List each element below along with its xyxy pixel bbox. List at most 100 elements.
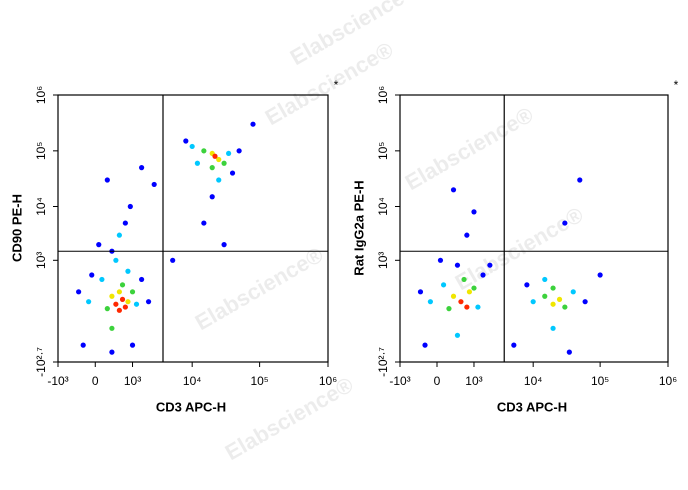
event-point (550, 325, 556, 331)
event-point (556, 296, 563, 302)
event-point (145, 299, 152, 305)
y-tick-label: 10⁵ (376, 142, 390, 160)
event-point (125, 299, 131, 305)
event-point (582, 299, 588, 305)
y-tick-label: 10⁶ (376, 86, 390, 104)
y-tick-label: 10⁵ (34, 142, 48, 160)
event-point (466, 289, 473, 295)
event-point (89, 272, 95, 278)
event-point (542, 293, 548, 299)
x-tick-label: -10³ (389, 374, 410, 388)
event-point (139, 165, 145, 171)
event-point (99, 276, 105, 283)
y-tick-label: 10³ (376, 252, 390, 269)
event-point (221, 160, 227, 166)
event-point (454, 262, 461, 268)
event-point (151, 181, 157, 188)
x-tick-label: 10⁴ (524, 374, 543, 388)
event-point (216, 156, 222, 163)
event-point (446, 306, 452, 312)
event-point (116, 307, 122, 313)
event-point (562, 220, 568, 226)
event-point (440, 282, 447, 288)
event-point (189, 143, 195, 150)
event-point (471, 285, 477, 291)
event-point (119, 282, 126, 288)
event-point (116, 232, 122, 238)
event-point (133, 301, 140, 307)
y-tick-label: 10³ (34, 252, 48, 269)
event-point (530, 299, 536, 305)
y-tick-label: 10⁴ (34, 197, 48, 216)
event-point (570, 289, 576, 295)
y-tick-label: -10²·⁷ (34, 347, 48, 377)
event-point (597, 272, 603, 278)
event-point (450, 187, 457, 193)
event-point (487, 262, 493, 268)
event-point (86, 299, 92, 305)
event-point (170, 257, 176, 263)
event-point (209, 165, 215, 171)
x-tick-label: -10³ (47, 374, 68, 388)
event-point (550, 301, 556, 307)
event-point (183, 138, 189, 144)
x-tick-label: 10⁴ (183, 374, 202, 388)
x-tick-label: 0 (434, 374, 441, 388)
event-point (427, 299, 433, 305)
x-tick-label: 10⁶ (659, 374, 677, 388)
event-point (119, 296, 126, 302)
event-point (109, 349, 115, 355)
x-tick-label: 10⁵ (250, 374, 268, 388)
event-point (122, 220, 128, 226)
event-point (212, 153, 218, 159)
event-point (464, 304, 470, 310)
event-point (216, 177, 222, 183)
x-tick-label: 10³ (465, 374, 482, 388)
event-point (109, 293, 115, 299)
plot-frame (399, 94, 669, 363)
event-point (113, 301, 119, 307)
event-point (464, 232, 470, 238)
event-point (461, 276, 467, 283)
event-point (113, 257, 119, 263)
event-point (116, 289, 122, 295)
event-point (201, 220, 207, 226)
y-axis-label: Rat IgG2a PE-H (351, 180, 366, 275)
event-point (127, 203, 133, 210)
event-point (422, 342, 428, 348)
event-point (550, 285, 556, 291)
x-tick-label: 10³ (124, 374, 141, 388)
x-axis-label: CD3 APC-H (497, 399, 567, 414)
y-tick-label: 10⁶ (34, 86, 48, 104)
event-point (417, 289, 424, 295)
event-point (125, 268, 131, 274)
event-point (221, 242, 227, 248)
event-point (122, 304, 128, 310)
plot-frame (57, 94, 329, 363)
event-point (250, 121, 256, 127)
event-point (229, 170, 236, 176)
event-point (475, 304, 481, 310)
event-point (129, 342, 136, 348)
event-point (480, 272, 486, 278)
annotation: * (674, 78, 679, 92)
event-point (524, 282, 530, 288)
event-point (562, 304, 568, 310)
event-point (458, 299, 464, 305)
x-tick-label: 10⁶ (319, 374, 337, 388)
event-point (566, 349, 572, 355)
event-point (236, 148, 242, 154)
event-point (96, 242, 102, 248)
event-point (226, 150, 232, 157)
y-tick-label: 10⁴ (376, 197, 390, 216)
event-point (454, 332, 461, 338)
event-point (109, 325, 115, 331)
event-point (104, 177, 110, 183)
event-point (450, 293, 457, 299)
event-point (76, 289, 82, 295)
event-point (104, 306, 110, 312)
event-point (201, 148, 207, 154)
annotation: * (334, 78, 339, 92)
event-point (437, 257, 444, 263)
